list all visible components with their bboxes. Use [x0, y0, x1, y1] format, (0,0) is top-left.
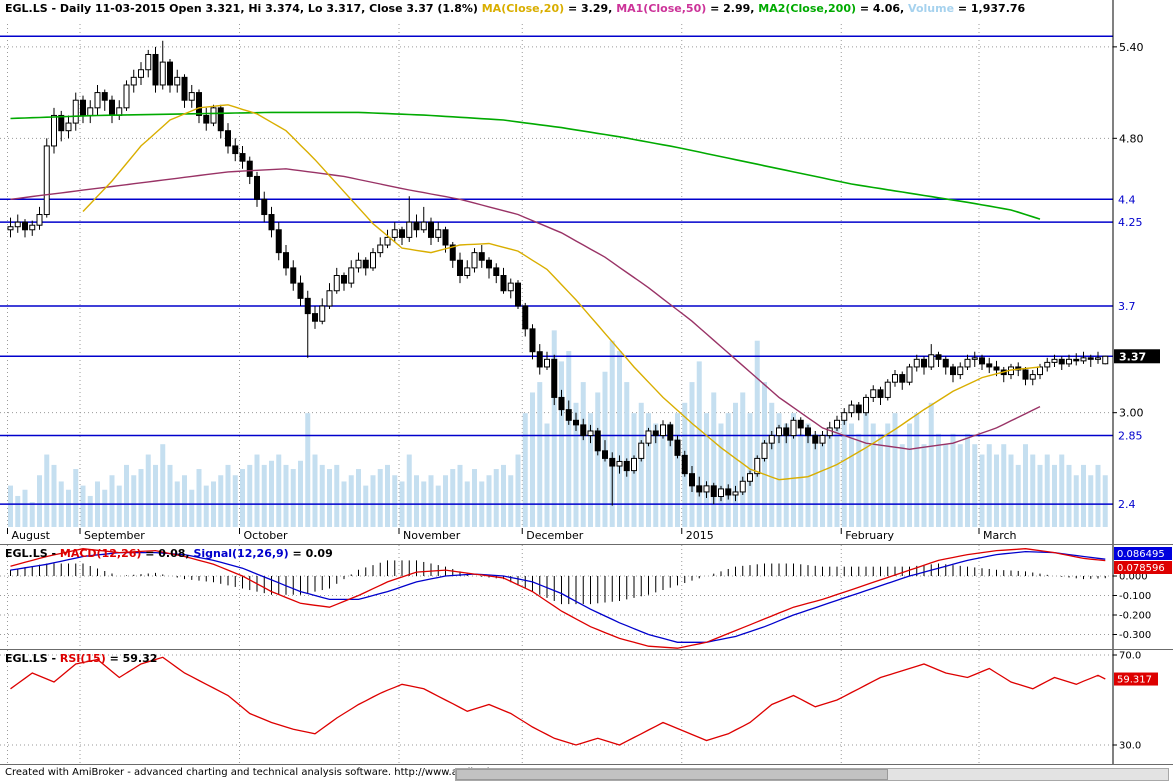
svg-text:4.25: 4.25	[1118, 216, 1143, 229]
price-panel-title: EGL.LS - Daily 11-03-2015 Open 3.321, Hi…	[5, 2, 1025, 15]
rsi-gridlines	[0, 650, 1113, 764]
ma200-line	[10, 111, 1041, 220]
price-panel: EGL.LS - Daily 11-03-2015 Open 3.321, Hi…	[0, 0, 1173, 545]
svg-text:0.000: 0.000	[1119, 572, 1148, 583]
svg-text:August: August	[12, 529, 51, 542]
svg-text:2.85: 2.85	[1118, 430, 1143, 443]
rsi-line	[10, 656, 1106, 746]
title-segment: RSI(15)	[59, 652, 106, 665]
title-segment: EGL.LS -	[5, 547, 60, 560]
macd-line	[10, 548, 1106, 649]
title-segment: MA(Close,20)	[481, 2, 565, 15]
svg-text:-0.100: -0.100	[1119, 591, 1151, 602]
title-segment: = 1,937.76	[954, 2, 1026, 15]
svg-text:5.40: 5.40	[1119, 41, 1144, 54]
svg-text:-0.200: -0.200	[1119, 611, 1151, 622]
svg-text:3.00: 3.00	[1119, 407, 1144, 420]
title-segment: MA2(Close,200)	[758, 2, 856, 15]
svg-text:2.4: 2.4	[1118, 498, 1136, 511]
title-segment: Volume	[908, 2, 955, 15]
rsi-panel-title: EGL.LS - RSI(15) = 59.32	[5, 652, 157, 665]
svg-text:30.0: 30.0	[1119, 741, 1141, 752]
title-segment: = 0.08,	[141, 547, 194, 560]
svg-text:2015: 2015	[686, 529, 714, 542]
svg-text:December: December	[526, 529, 584, 542]
macd-histogram	[10, 560, 1106, 605]
svg-text:October: October	[244, 529, 288, 542]
price-chart[interactable]: 4.4 4.25 3.7 2.85 2.4 5.40 4.80 3.00 August Septe…	[0, 0, 1173, 544]
macd-panel-title: EGL.LS - MACD(12,26) = 0.08, Signal(12,2…	[5, 547, 333, 560]
svg-text:November: November	[403, 529, 461, 542]
rsi-panel: EGL.LS - RSI(15) = 59.32 70.0 30.0 59.317	[0, 650, 1173, 765]
amibroker-credit-text: Created with AmiBroker - advanced charti…	[5, 767, 527, 778]
candlestick-series	[7, 40, 1109, 506]
title-segment: = 2.99,	[706, 2, 759, 15]
signal-line	[10, 550, 1106, 643]
scrollbar-thumb[interactable]	[456, 769, 888, 780]
macd-panel: EGL.LS - MACD(12,26) = 0.08, Signal(12,2…	[0, 545, 1173, 650]
rsi-chart[interactable]: 70.0 30.0 59.317	[0, 650, 1173, 764]
price-marker: 3.37	[1114, 349, 1160, 364]
rsi-value-box: 59.317	[1114, 672, 1158, 686]
ma20-line	[82, 104, 1041, 481]
title-segment: = 59.32	[105, 652, 158, 665]
svg-text:March: March	[983, 529, 1017, 542]
svg-text:0.078596: 0.078596	[1117, 563, 1165, 574]
ma50-line	[10, 168, 1041, 451]
status-footer: Created with AmiBroker - advanced charti…	[0, 765, 1173, 781]
horizontal-scrollbar[interactable]	[455, 768, 1169, 781]
title-segment: Signal(12,26,9)	[193, 547, 289, 560]
support-resistance-lines: 4.4 4.25 3.7 2.85 2.4	[0, 35, 1143, 511]
title-segment: MA1(Close,50)	[616, 2, 707, 15]
title-segment: = 0.09	[288, 547, 333, 560]
svg-text:September: September	[84, 529, 145, 542]
svg-text:0.086495: 0.086495	[1117, 549, 1165, 560]
svg-text:4.80: 4.80	[1119, 132, 1144, 145]
svg-text:3.7: 3.7	[1118, 300, 1136, 313]
title-segment: = 3.29,	[564, 2, 617, 15]
svg-text:3.37: 3.37	[1119, 350, 1146, 363]
x-axis-labels: August September October November December 20…	[7, 528, 1017, 542]
title-segment: = 4.06,	[856, 2, 909, 15]
y-axis-labels: 5.40 4.80 3.00	[1112, 0, 1144, 544]
svg-text:4.4: 4.4	[1118, 193, 1136, 206]
svg-text:February: February	[845, 529, 894, 542]
title-segment: EGL.LS - Daily 11-03-2015 Open 3.321, Hi…	[5, 2, 482, 15]
title-segment: MACD(12,26)	[59, 547, 142, 560]
macd-axis-labels: 0.000 -0.100 -0.200 -0.300	[1112, 545, 1151, 649]
macd-chart[interactable]: 0.000 -0.100 -0.200 -0.300 0.086495 0.078596	[0, 545, 1173, 649]
rsi-axis-labels: 70.0 30.0	[1112, 650, 1141, 764]
macd-gridlines	[0, 545, 1113, 649]
svg-text:-0.300: -0.300	[1119, 630, 1151, 641]
svg-text:59.317: 59.317	[1117, 675, 1152, 686]
title-segment: EGL.LS -	[5, 652, 60, 665]
svg-text:70.0: 70.0	[1119, 651, 1141, 662]
macd-value-boxes: 0.086495 0.078596	[1114, 547, 1172, 574]
